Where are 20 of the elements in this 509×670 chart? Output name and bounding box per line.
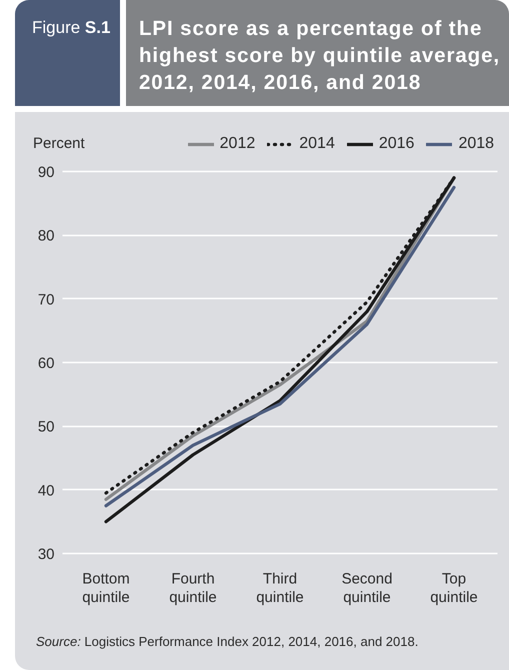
- x-tick-label: Second quintile: [342, 570, 392, 606]
- x-tick-label: Top quintile: [430, 570, 478, 606]
- text: Figure S.1: [15, 0, 120, 106]
- y-tick-label: 60: [38, 355, 55, 372]
- y-tick-label: 90: [38, 164, 55, 181]
- legend-label: 2012: [220, 134, 256, 154]
- chart-title: LPI score as a percentage of the highest score by quintile average, 2012, 2014, 2016, and 2018: [126, 0, 509, 106]
- legend-label: 2014: [299, 134, 335, 154]
- x-tick-label: Bottom quintile: [82, 570, 130, 606]
- x-tick-label: Third quintile: [256, 570, 304, 606]
- y-tick-label: 30: [38, 546, 55, 563]
- y-tick-label: 50: [38, 418, 55, 436]
- source-note: Source: Logistics Performance Index 2012, 2014, 2016, and 2018.: [15, 620, 509, 670]
- legend-label: 2018: [458, 134, 494, 154]
- x-tick-label: Fourth quintile: [169, 570, 217, 606]
- y-tick-label: 70: [38, 291, 55, 308]
- y-axis-title: Percent: [33, 135, 85, 153]
- y-tick-label: 40: [38, 482, 55, 500]
- y-tick-label: 80: [38, 228, 55, 245]
- legend-label: 2016: [378, 134, 414, 154]
